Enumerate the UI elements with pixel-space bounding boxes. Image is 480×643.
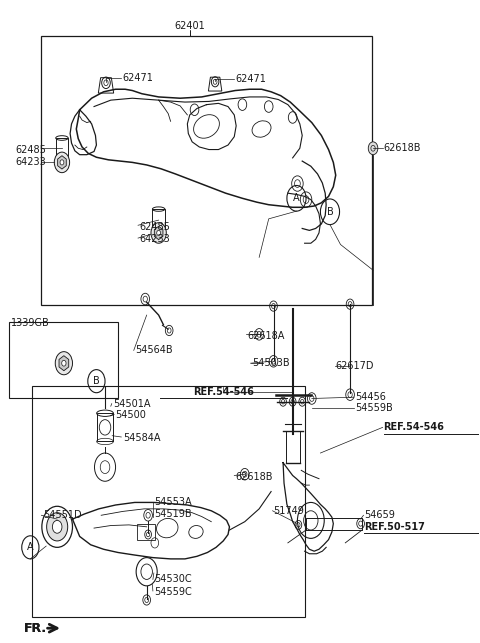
Bar xyxy=(137,524,156,539)
Bar xyxy=(56,138,68,159)
Text: FR.: FR. xyxy=(24,622,47,635)
Circle shape xyxy=(54,152,70,173)
Text: 54553A: 54553A xyxy=(154,498,192,507)
Text: REF.54-546: REF.54-546 xyxy=(384,422,444,432)
Text: 54563B: 54563B xyxy=(252,358,289,368)
Text: 62485: 62485 xyxy=(140,222,170,231)
Polygon shape xyxy=(155,226,163,240)
Text: 54559B: 54559B xyxy=(355,403,393,413)
Text: 54456: 54456 xyxy=(355,392,386,403)
Text: 1339GB: 1339GB xyxy=(11,318,50,328)
Bar xyxy=(153,209,165,229)
Text: B: B xyxy=(93,376,100,386)
Text: 54584A: 54584A xyxy=(123,433,160,443)
Text: 54659: 54659 xyxy=(364,511,396,520)
Bar xyxy=(41,36,372,305)
Text: 54519B: 54519B xyxy=(154,509,192,519)
Text: A: A xyxy=(293,194,300,203)
Text: REF.54-546: REF.54-546 xyxy=(193,387,254,397)
Polygon shape xyxy=(59,356,69,371)
Circle shape xyxy=(47,512,68,541)
Text: 54501A: 54501A xyxy=(113,399,151,408)
Text: 54559C: 54559C xyxy=(154,587,192,597)
Circle shape xyxy=(52,520,62,533)
Text: 64233: 64233 xyxy=(15,158,46,167)
Circle shape xyxy=(157,230,160,235)
Circle shape xyxy=(60,160,64,165)
Text: A: A xyxy=(27,542,34,552)
Text: 62618B: 62618B xyxy=(235,472,273,482)
Text: REF.50-517: REF.50-517 xyxy=(364,522,425,532)
Text: 62618B: 62618B xyxy=(384,143,421,153)
Circle shape xyxy=(368,142,378,155)
Polygon shape xyxy=(58,156,66,169)
Bar xyxy=(9,322,118,399)
Text: 54564B: 54564B xyxy=(135,345,172,356)
Bar xyxy=(96,413,113,442)
Text: 62618A: 62618A xyxy=(247,331,285,341)
Text: 62471: 62471 xyxy=(123,73,154,83)
Text: 62485: 62485 xyxy=(15,145,46,154)
Text: B: B xyxy=(326,207,333,217)
Circle shape xyxy=(62,360,66,366)
Text: 54500: 54500 xyxy=(116,410,146,419)
Text: 64233: 64233 xyxy=(140,235,170,244)
Circle shape xyxy=(151,222,166,243)
Bar xyxy=(32,386,305,617)
Circle shape xyxy=(55,352,72,375)
Text: 54530C: 54530C xyxy=(154,574,192,584)
Text: FR.: FR. xyxy=(24,622,47,635)
Text: 62471: 62471 xyxy=(235,74,266,84)
Text: 54551D: 54551D xyxy=(43,511,82,520)
Text: 51749: 51749 xyxy=(274,506,304,516)
Text: 62617D: 62617D xyxy=(336,361,374,372)
Text: 62401: 62401 xyxy=(174,21,205,32)
